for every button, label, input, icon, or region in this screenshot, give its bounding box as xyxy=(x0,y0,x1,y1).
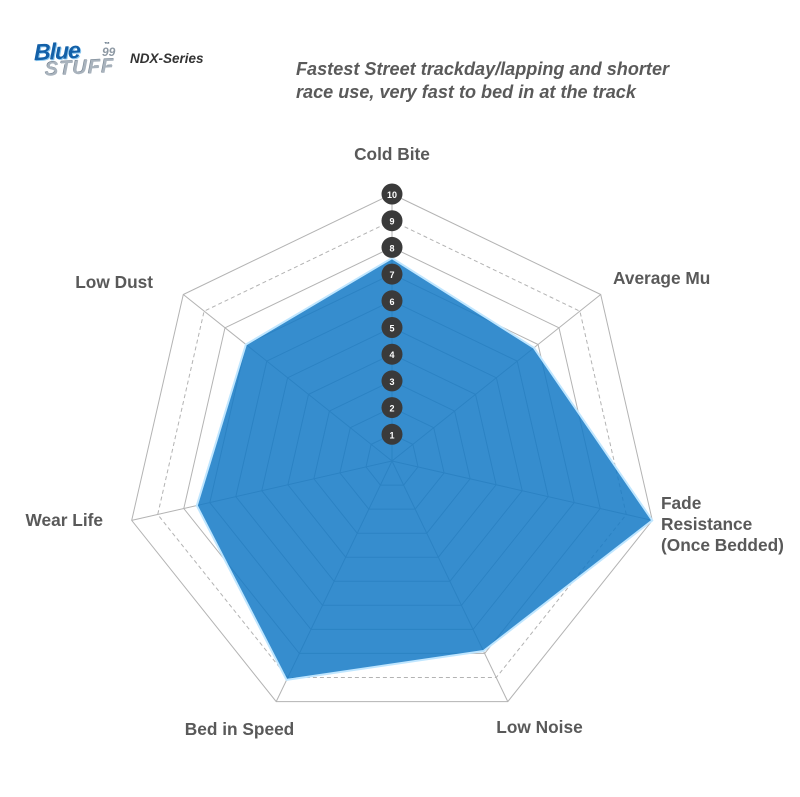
svg-text:7: 7 xyxy=(389,270,394,280)
svg-text:Cold Bite: Cold Bite xyxy=(354,144,430,164)
svg-text:1: 1 xyxy=(389,430,394,440)
svg-text:Resistance: Resistance xyxy=(661,514,753,534)
svg-text:Bed in Speed: Bed in Speed xyxy=(185,719,294,739)
svg-text:Low Dust: Low Dust xyxy=(75,272,153,292)
svg-text:9: 9 xyxy=(389,217,394,227)
svg-text:2: 2 xyxy=(389,404,394,414)
svg-text:Fade: Fade xyxy=(661,493,702,513)
svg-text:6: 6 xyxy=(389,297,394,307)
svg-text:8: 8 xyxy=(389,243,394,253)
svg-text:4: 4 xyxy=(389,350,394,360)
svg-text:Wear Life: Wear Life xyxy=(26,510,104,530)
svg-text:10: 10 xyxy=(387,190,397,200)
svg-text:5: 5 xyxy=(389,324,394,334)
svg-text:(Once Bedded): (Once Bedded) xyxy=(661,535,784,555)
svg-text:Low Noise: Low Noise xyxy=(496,717,583,737)
svg-text:Average Mu: Average Mu xyxy=(613,268,710,288)
svg-text:3: 3 xyxy=(389,377,394,387)
